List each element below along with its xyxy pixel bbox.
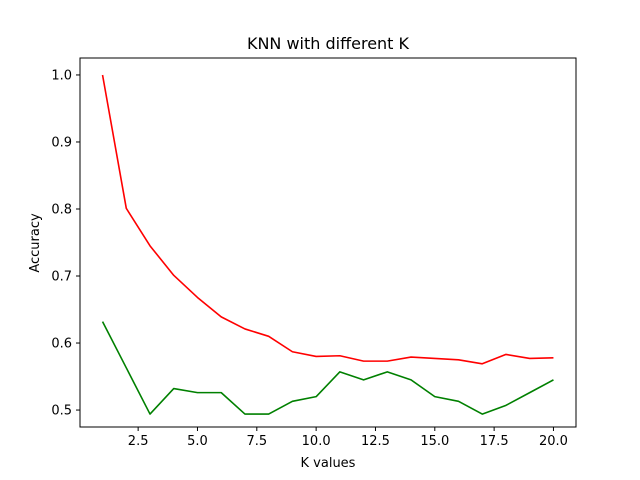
y-tick-label: 0.7: [51, 270, 72, 285]
y-tick-label: 0.9: [51, 135, 72, 150]
x-tick-label: 20.0: [539, 434, 568, 449]
x-tick-label: 10.0: [302, 434, 331, 449]
y-tick-label: 1.0: [51, 68, 72, 83]
x-tick-label: 7.5: [246, 434, 267, 449]
y-tick-label: 0.5: [51, 404, 72, 419]
x-tick-label: 15.0: [420, 434, 449, 449]
chart-title: KNN with different K: [247, 34, 410, 53]
series-line-1: [101, 74, 554, 365]
x-tick-label: 17.5: [480, 434, 509, 449]
series-line-2: [101, 321, 554, 415]
y-tick-label: 0.6: [51, 337, 72, 352]
x-tick-label: 12.5: [361, 434, 390, 449]
x-tick-label: 5.0: [187, 434, 208, 449]
y-axis-label: Accuracy: [28, 213, 43, 273]
x-tick-label: 2.5: [128, 434, 149, 449]
y-tick-label: 0.8: [51, 202, 72, 217]
axes-frame: [79, 57, 577, 428]
plot-area: 2.5 5.0 7.5 10.0 12.5 15.0 17.5 20.0 0.5 0.6 0.7 0.…: [51, 57, 577, 449]
x-axis-label: K values: [301, 456, 356, 471]
